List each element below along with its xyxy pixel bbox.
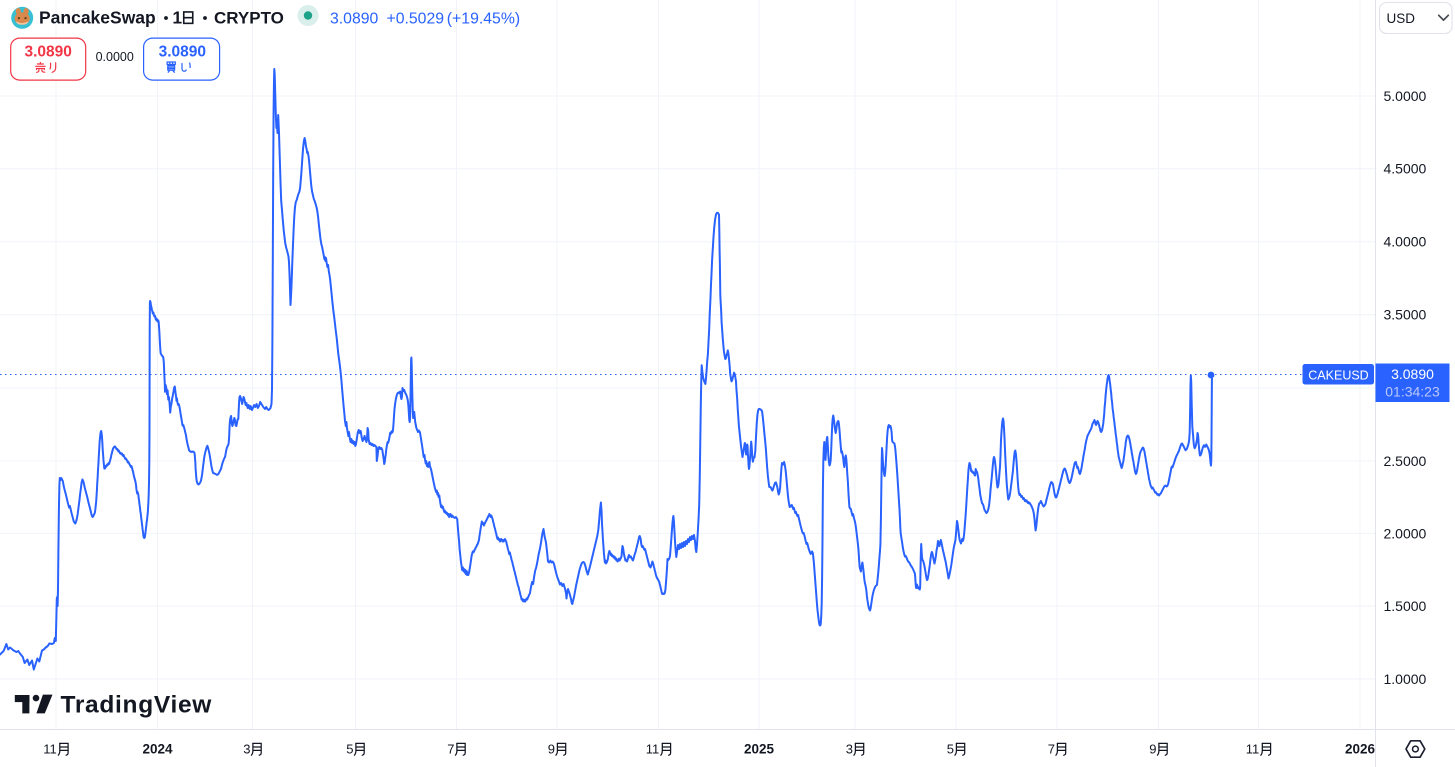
svg-text:9: 9 [548, 742, 555, 757]
svg-text:2.5000: 2.5000 [1384, 453, 1427, 469]
svg-text:3.0890: 3.0890 [24, 43, 71, 60]
svg-text:3.0890: 3.0890 [1391, 366, 1434, 382]
svg-text:(+19.45%): (+19.45%) [447, 10, 520, 27]
svg-text:PancakeSwap: PancakeSwap [39, 8, 156, 28]
svg-text:USD: USD [1387, 11, 1416, 26]
svg-text:4.5000: 4.5000 [1384, 161, 1427, 177]
svg-text:3.0890: 3.0890 [330, 10, 379, 27]
svg-text:4.0000: 4.0000 [1384, 234, 1427, 250]
svg-text:CAKEUSD: CAKEUSD [1308, 368, 1368, 382]
svg-text:5.0000: 5.0000 [1384, 88, 1427, 104]
svg-text:11: 11 [1246, 742, 1260, 757]
svg-text:2.0000: 2.0000 [1384, 525, 1427, 541]
svg-text:3.0890: 3.0890 [159, 43, 206, 60]
svg-text:2026: 2026 [1345, 742, 1376, 757]
svg-text:01:34:23: 01:34:23 [1385, 384, 1440, 400]
svg-text:CRYPTO: CRYPTO [214, 9, 284, 28]
svg-text:7: 7 [447, 742, 454, 757]
svg-text:1: 1 [172, 8, 182, 28]
svg-text:3.5000: 3.5000 [1384, 307, 1427, 323]
svg-text:11: 11 [646, 742, 660, 757]
svg-text:3: 3 [846, 742, 853, 757]
svg-text:1.0000: 1.0000 [1384, 671, 1427, 687]
svg-text:5: 5 [346, 742, 353, 757]
svg-text:11: 11 [43, 742, 57, 757]
svg-text:5: 5 [947, 742, 954, 757]
svg-text:3: 3 [243, 742, 250, 757]
svg-text:9: 9 [1149, 742, 1156, 757]
svg-text:0.0000: 0.0000 [96, 50, 134, 64]
svg-text:2024: 2024 [142, 742, 173, 757]
svg-text:+0.5029: +0.5029 [387, 10, 445, 27]
svg-text:1.5000: 1.5000 [1384, 598, 1427, 614]
svg-text:7: 7 [1048, 742, 1055, 757]
svg-text:2025: 2025 [744, 742, 775, 757]
svg-text:TradingView: TradingView [61, 692, 213, 719]
